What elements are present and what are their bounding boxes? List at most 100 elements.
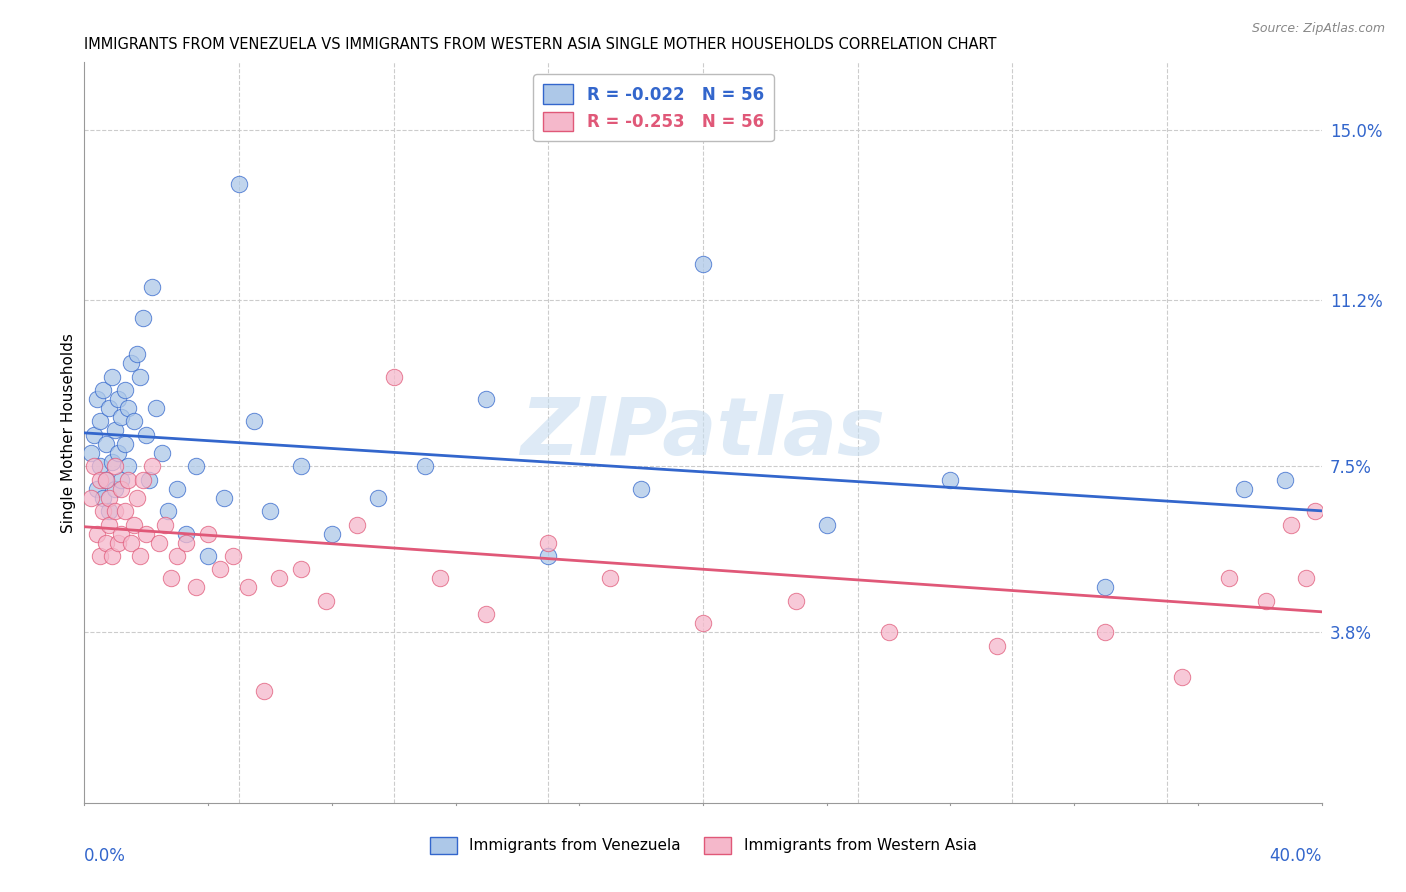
Point bbox=[98, 504, 121, 518]
Point bbox=[1171, 670, 1194, 684]
Point bbox=[101, 549, 124, 563]
Point bbox=[107, 446, 129, 460]
Point bbox=[197, 549, 219, 563]
Point bbox=[1279, 517, 1302, 532]
Point bbox=[120, 356, 142, 370]
Point bbox=[986, 639, 1008, 653]
Point bbox=[1094, 625, 1116, 640]
Point bbox=[86, 526, 108, 541]
Point bbox=[1254, 594, 1277, 608]
Text: Source: ZipAtlas.com: Source: ZipAtlas.com bbox=[1251, 22, 1385, 36]
Point bbox=[599, 571, 621, 585]
Point bbox=[290, 459, 312, 474]
Point bbox=[145, 401, 167, 415]
Point bbox=[630, 482, 652, 496]
Point bbox=[117, 459, 139, 474]
Point bbox=[346, 517, 368, 532]
Point bbox=[122, 517, 145, 532]
Point bbox=[83, 459, 105, 474]
Point bbox=[413, 459, 436, 474]
Point bbox=[110, 473, 132, 487]
Point bbox=[91, 491, 114, 505]
Point bbox=[110, 482, 132, 496]
Legend: Immigrants from Venezuela, Immigrants from Western Asia: Immigrants from Venezuela, Immigrants fr… bbox=[422, 829, 984, 862]
Point bbox=[1218, 571, 1240, 585]
Point bbox=[107, 392, 129, 406]
Point bbox=[122, 414, 145, 428]
Point bbox=[815, 517, 838, 532]
Point bbox=[104, 504, 127, 518]
Point bbox=[104, 482, 127, 496]
Point bbox=[101, 369, 124, 384]
Point bbox=[129, 369, 152, 384]
Point bbox=[94, 437, 117, 451]
Point bbox=[184, 581, 207, 595]
Point bbox=[101, 455, 124, 469]
Point bbox=[135, 428, 157, 442]
Point bbox=[86, 392, 108, 406]
Point bbox=[537, 535, 560, 549]
Point bbox=[197, 526, 219, 541]
Point bbox=[125, 347, 148, 361]
Point bbox=[132, 311, 155, 326]
Point bbox=[160, 571, 183, 585]
Point bbox=[222, 549, 245, 563]
Point bbox=[104, 459, 127, 474]
Point bbox=[259, 504, 281, 518]
Point bbox=[83, 428, 105, 442]
Point bbox=[94, 535, 117, 549]
Point bbox=[89, 473, 111, 487]
Point bbox=[94, 473, 117, 487]
Point bbox=[692, 257, 714, 271]
Point bbox=[238, 581, 260, 595]
Point bbox=[367, 491, 389, 505]
Point bbox=[117, 401, 139, 415]
Point bbox=[475, 607, 498, 622]
Point bbox=[125, 491, 148, 505]
Text: IMMIGRANTS FROM VENEZUELA VS IMMIGRANTS FROM WESTERN ASIA SINGLE MOTHER HOUSEHOL: IMMIGRANTS FROM VENEZUELA VS IMMIGRANTS … bbox=[84, 37, 997, 52]
Point bbox=[98, 517, 121, 532]
Text: ZIPatlas: ZIPatlas bbox=[520, 393, 886, 472]
Point bbox=[89, 459, 111, 474]
Point bbox=[94, 473, 117, 487]
Point bbox=[1305, 504, 1327, 518]
Point bbox=[132, 473, 155, 487]
Point bbox=[129, 549, 152, 563]
Point bbox=[156, 504, 179, 518]
Point bbox=[475, 392, 498, 406]
Point bbox=[176, 526, 198, 541]
Point bbox=[91, 383, 114, 397]
Point bbox=[253, 683, 276, 698]
Point bbox=[86, 482, 108, 496]
Point bbox=[692, 616, 714, 631]
Point bbox=[110, 409, 132, 424]
Point bbox=[184, 459, 207, 474]
Point bbox=[176, 535, 198, 549]
Point bbox=[114, 383, 136, 397]
Point bbox=[117, 473, 139, 487]
Point bbox=[939, 473, 962, 487]
Point bbox=[120, 535, 142, 549]
Point bbox=[79, 446, 101, 460]
Point bbox=[429, 571, 451, 585]
Point bbox=[1274, 473, 1296, 487]
Point bbox=[98, 491, 121, 505]
Point bbox=[1094, 581, 1116, 595]
Point bbox=[141, 280, 163, 294]
Point bbox=[91, 504, 114, 518]
Text: 0.0%: 0.0% bbox=[84, 847, 127, 865]
Point bbox=[135, 526, 157, 541]
Point bbox=[785, 594, 807, 608]
Point bbox=[209, 562, 232, 576]
Point bbox=[141, 459, 163, 474]
Point bbox=[212, 491, 235, 505]
Point bbox=[89, 414, 111, 428]
Point bbox=[290, 562, 312, 576]
Point bbox=[110, 526, 132, 541]
Point bbox=[269, 571, 291, 585]
Point bbox=[150, 446, 173, 460]
Point bbox=[321, 526, 343, 541]
Point bbox=[166, 549, 188, 563]
Point bbox=[114, 504, 136, 518]
Point bbox=[537, 549, 560, 563]
